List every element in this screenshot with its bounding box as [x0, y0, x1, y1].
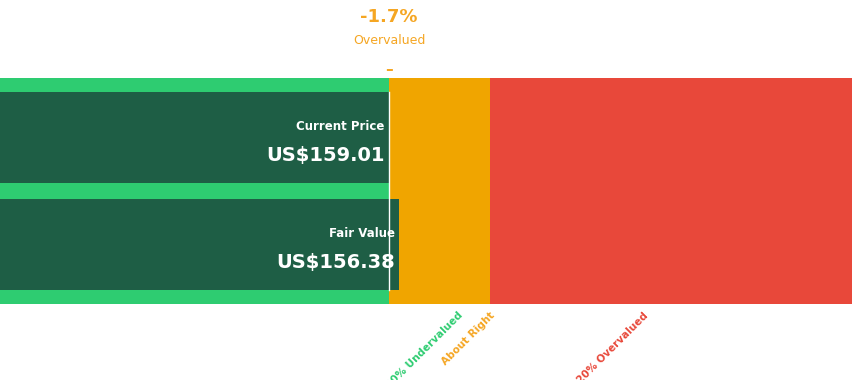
Bar [0, 92, 389, 183]
Bar [490, 92, 852, 183]
Bar [0, 183, 389, 199]
Bar [389, 290, 490, 304]
Bar [490, 199, 852, 290]
Text: US$159.01: US$159.01 [266, 146, 384, 165]
Bar [0, 199, 399, 290]
Bar [0, 290, 389, 304]
Bar [490, 183, 852, 199]
Text: About Right: About Right [440, 310, 496, 367]
Bar [0, 92, 389, 183]
Text: Current Price: Current Price [296, 120, 384, 133]
Bar [389, 78, 490, 92]
Bar [389, 92, 490, 183]
Bar [490, 78, 852, 92]
Text: 20% Overvalued: 20% Overvalued [575, 310, 650, 380]
Bar [490, 290, 852, 304]
Text: Fair Value: Fair Value [329, 227, 394, 240]
Text: -1.7%: -1.7% [360, 8, 417, 25]
Bar [0, 199, 389, 290]
Text: Overvalued: Overvalued [353, 34, 424, 47]
Bar [389, 183, 490, 199]
Text: –: – [384, 62, 393, 77]
Bar [0, 78, 389, 92]
Text: 20% Undervalued: 20% Undervalued [384, 310, 464, 380]
Text: US$156.38: US$156.38 [276, 253, 394, 272]
Bar [389, 199, 490, 290]
